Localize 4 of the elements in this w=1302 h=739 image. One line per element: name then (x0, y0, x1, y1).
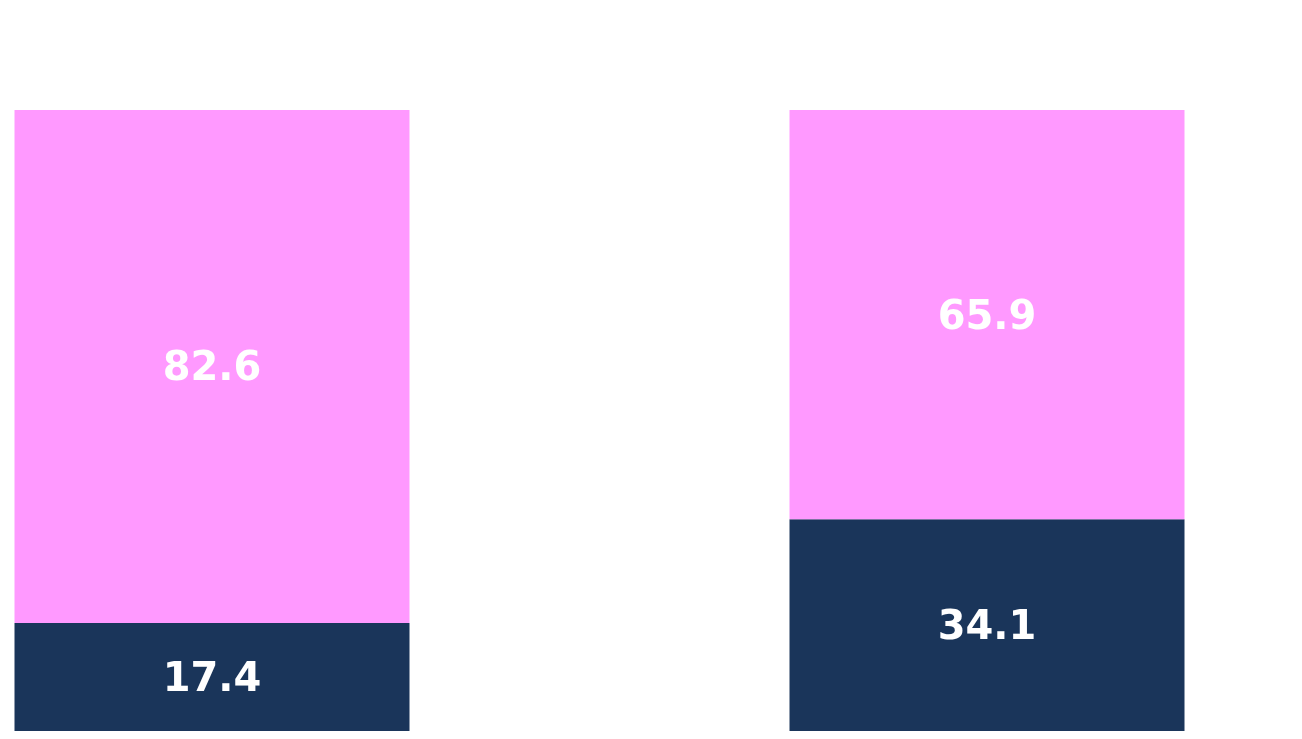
data-label: 17.4 (162, 653, 262, 700)
data-label: 34.1 (937, 602, 1037, 649)
data-label: 65.9 (937, 291, 1037, 338)
data-label: 82.6 (162, 343, 262, 390)
